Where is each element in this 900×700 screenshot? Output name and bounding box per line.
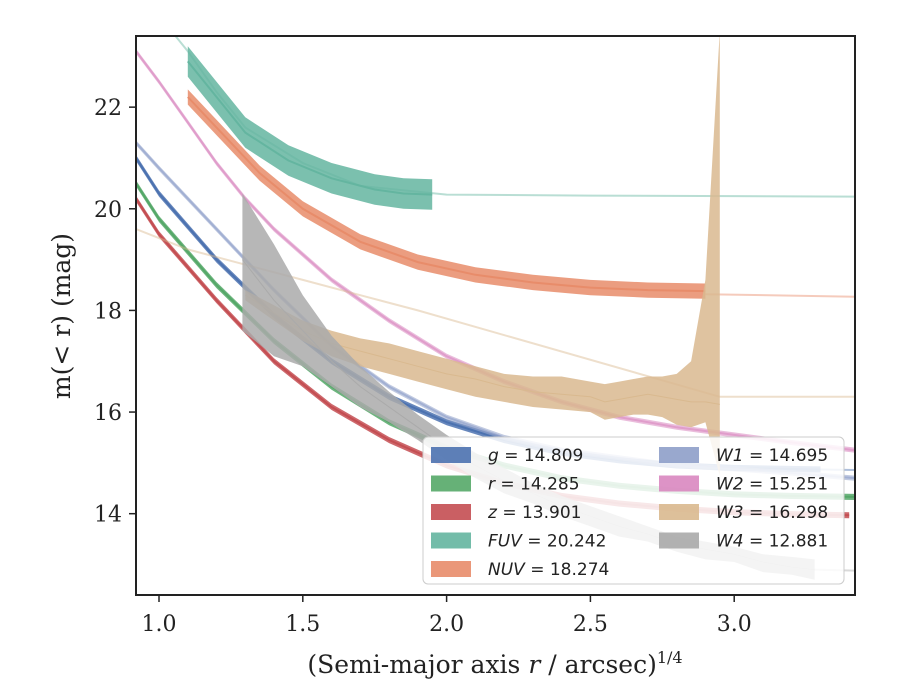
legend-swatch (659, 504, 699, 520)
y-tick-label: 16 (94, 401, 122, 426)
legend-swatch (659, 532, 699, 549)
x-axis-title-exponent: 1/4 (657, 648, 683, 667)
legend-label: W3 = 16.298 (716, 503, 828, 523)
legend-label: W2 = 15.251 (716, 475, 828, 495)
x-axis-title: (Semi-major axis r / arcsec)1/4 (307, 648, 682, 679)
y-axis-title: m(< r) (mag) (47, 233, 76, 399)
legend-box (422, 436, 845, 585)
x-tick-label: 3.0 (717, 612, 752, 637)
legend-swatch (431, 561, 471, 577)
legend-item-w4: W4 = 12.881 (659, 532, 828, 552)
plot-frame (135, 35, 856, 596)
y-tick-label: 22 (94, 96, 122, 121)
series-w2-line (136, 50, 855, 452)
legend: g = 14.809 r = 14.285 z = 13.901 FUV = 20.2… (422, 436, 845, 585)
legend-label: W4 = 12.881 (716, 532, 828, 552)
x-tick-label: 2.0 (429, 612, 464, 637)
legend-label: z = 13.901 (487, 503, 581, 523)
legend-swatch (431, 475, 471, 492)
legend-item-z: z = 13.901 (431, 503, 581, 523)
y-axis: 14 16 18 20 22 (94, 96, 136, 528)
series-nuv-line (187, 96, 706, 293)
legend-item-w3: W3 = 16.298 (659, 503, 828, 523)
y-tick-label: 18 (94, 299, 122, 324)
x-tick-label: 1.5 (285, 612, 320, 637)
series-w3 (136, 36, 855, 476)
legend-label: g = 14.809 (488, 446, 583, 466)
series-fuv-extrapolation (174, 36, 855, 198)
legend-item-w2: W2 = 15.251 (659, 475, 828, 495)
legend-swatch (431, 504, 471, 520)
legend-label: FUV = 20.242 (488, 532, 606, 552)
legend-item-r: r = 14.285 (431, 475, 580, 495)
series-nuv-extrapolation (705, 293, 855, 298)
legend-swatch (659, 447, 699, 463)
legend-item-fuv: FUV = 20.242 (431, 532, 606, 552)
legend-label: W1 = 14.695 (716, 446, 828, 466)
x-axis-title-unit: / arcsec) (540, 650, 657, 679)
y-tick-label: 14 (94, 503, 122, 528)
x-tick-label: 1.0 (142, 612, 177, 637)
y-tick-label: 20 (94, 198, 122, 223)
x-axis-title-var: r (528, 650, 542, 679)
legend-item-g: g = 14.809 (431, 446, 583, 466)
series-w3-line (245, 294, 720, 405)
series-w2 (136, 48, 855, 453)
series-fuv-line (187, 60, 433, 196)
legend-label: r = 14.285 (488, 475, 580, 495)
plot-area (136, 36, 855, 580)
x-tick-label: 2.5 (573, 612, 608, 637)
series-w3-band (245, 36, 720, 476)
series-fuv (174, 36, 855, 210)
legend-swatch (431, 532, 471, 549)
legend-swatch (659, 475, 699, 492)
legend-item-nuv: NUV = 18.274 (431, 560, 609, 580)
legend-swatch (431, 447, 471, 463)
legend-item-w1: W1 = 14.695 (659, 446, 828, 466)
legend-label: NUV = 18.274 (488, 560, 609, 580)
series-fuv-band (187, 46, 433, 210)
series-nuv (187, 89, 855, 299)
series-w4-band (242, 193, 815, 580)
series-nuv-band (187, 89, 706, 299)
x-axis-title-main: (Semi-major axis (307, 650, 528, 679)
x-axis: 1.0 1.5 2.0 2.5 3.0 (142, 595, 752, 637)
